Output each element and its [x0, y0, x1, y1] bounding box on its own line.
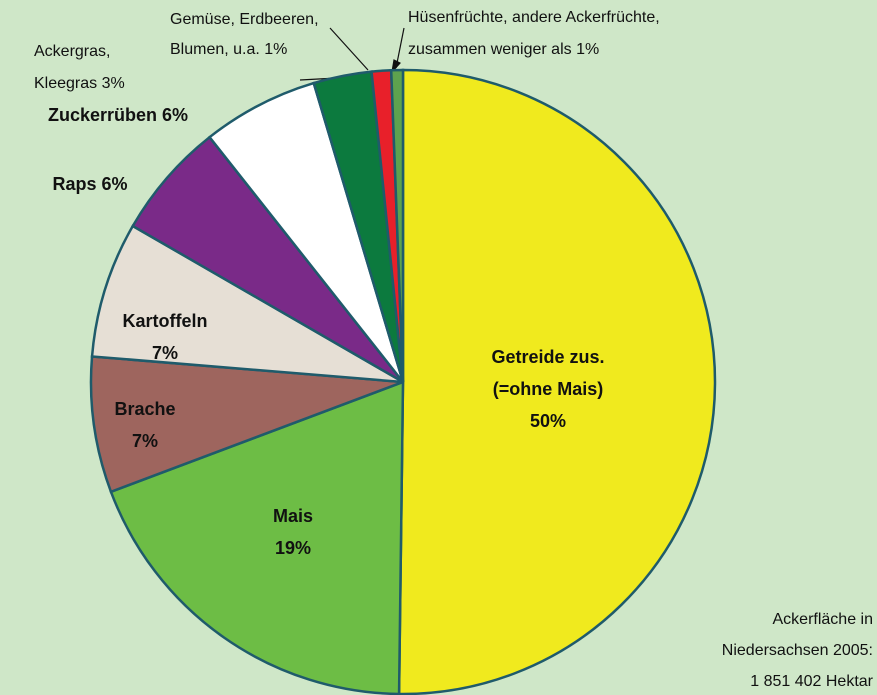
value-label: 19% — [275, 538, 311, 558]
slice-label-text: (=ohne Mais) — [493, 379, 604, 399]
slice-label: Zuckerrüben 6% — [48, 105, 188, 125]
slice-label-text: Gemüse, Erdbeeren, — [170, 11, 319, 28]
slice-label: Getreide zus. — [491, 347, 604, 367]
value-label: 50% — [530, 411, 566, 431]
pie — [89, 68, 717, 695]
slice-label: Kleegras 3% — [34, 75, 125, 92]
slice-label: Kartoffeln — [123, 311, 208, 331]
value-label: 3% — [102, 75, 125, 92]
value-label: 7% — [132, 431, 158, 451]
slice-label-text: Zuckerrüben — [48, 105, 157, 125]
slice-label-text: Kartoffeln — [123, 311, 208, 331]
slice-label-text: Mais — [273, 506, 313, 526]
leader-line — [329, 27, 369, 71]
annotation: 1 851 402 Hektar — [750, 673, 873, 690]
pie-slice — [397, 68, 717, 695]
slice-label-text: Kleegras — [34, 75, 97, 92]
slice-label-text: zusammen weniger als 1% — [408, 41, 599, 58]
slice-label-text: Hüsenfrüchte, andere Ackerfrüchte, — [408, 9, 660, 26]
pie-slice — [207, 81, 405, 383]
slice-label: Hüsenfrüchte, andere Ackerfrüchte, — [408, 9, 660, 26]
value-label: 7% — [152, 343, 178, 363]
slice-label: (=ohne Mais) — [493, 379, 604, 399]
annotation: Niedersachsen 2005: — [722, 642, 873, 659]
slice-label: Ackergras, — [34, 43, 110, 60]
slice-label-text: Raps — [52, 174, 96, 194]
pie-slice — [131, 135, 404, 384]
annotation: Ackerfläche in — [773, 611, 874, 628]
value-label: 6% — [102, 174, 128, 194]
pie-slice — [389, 68, 405, 383]
slice-label: Brache — [114, 399, 175, 419]
slice-label: Raps 6% — [52, 174, 127, 194]
slice-label-text: Getreide zus. — [491, 347, 604, 367]
pie-slice — [109, 380, 405, 695]
slice-label: Gemüse, Erdbeeren, — [170, 11, 319, 28]
slice-label-text: Blumen, u.a. — [170, 41, 260, 58]
slice-label: Blumen, u.a. 1% — [170, 41, 287, 58]
slice-label: Mais — [273, 506, 313, 526]
value-label: 1% — [264, 41, 287, 58]
slice-label: zusammen weniger als 1% — [408, 41, 599, 58]
slice-label-text: Brache — [114, 399, 175, 419]
pie-slice — [89, 355, 404, 494]
value-label: 6% — [162, 105, 188, 125]
pie-slice — [90, 224, 404, 384]
slice-label-text: Ackergras, — [34, 43, 110, 60]
